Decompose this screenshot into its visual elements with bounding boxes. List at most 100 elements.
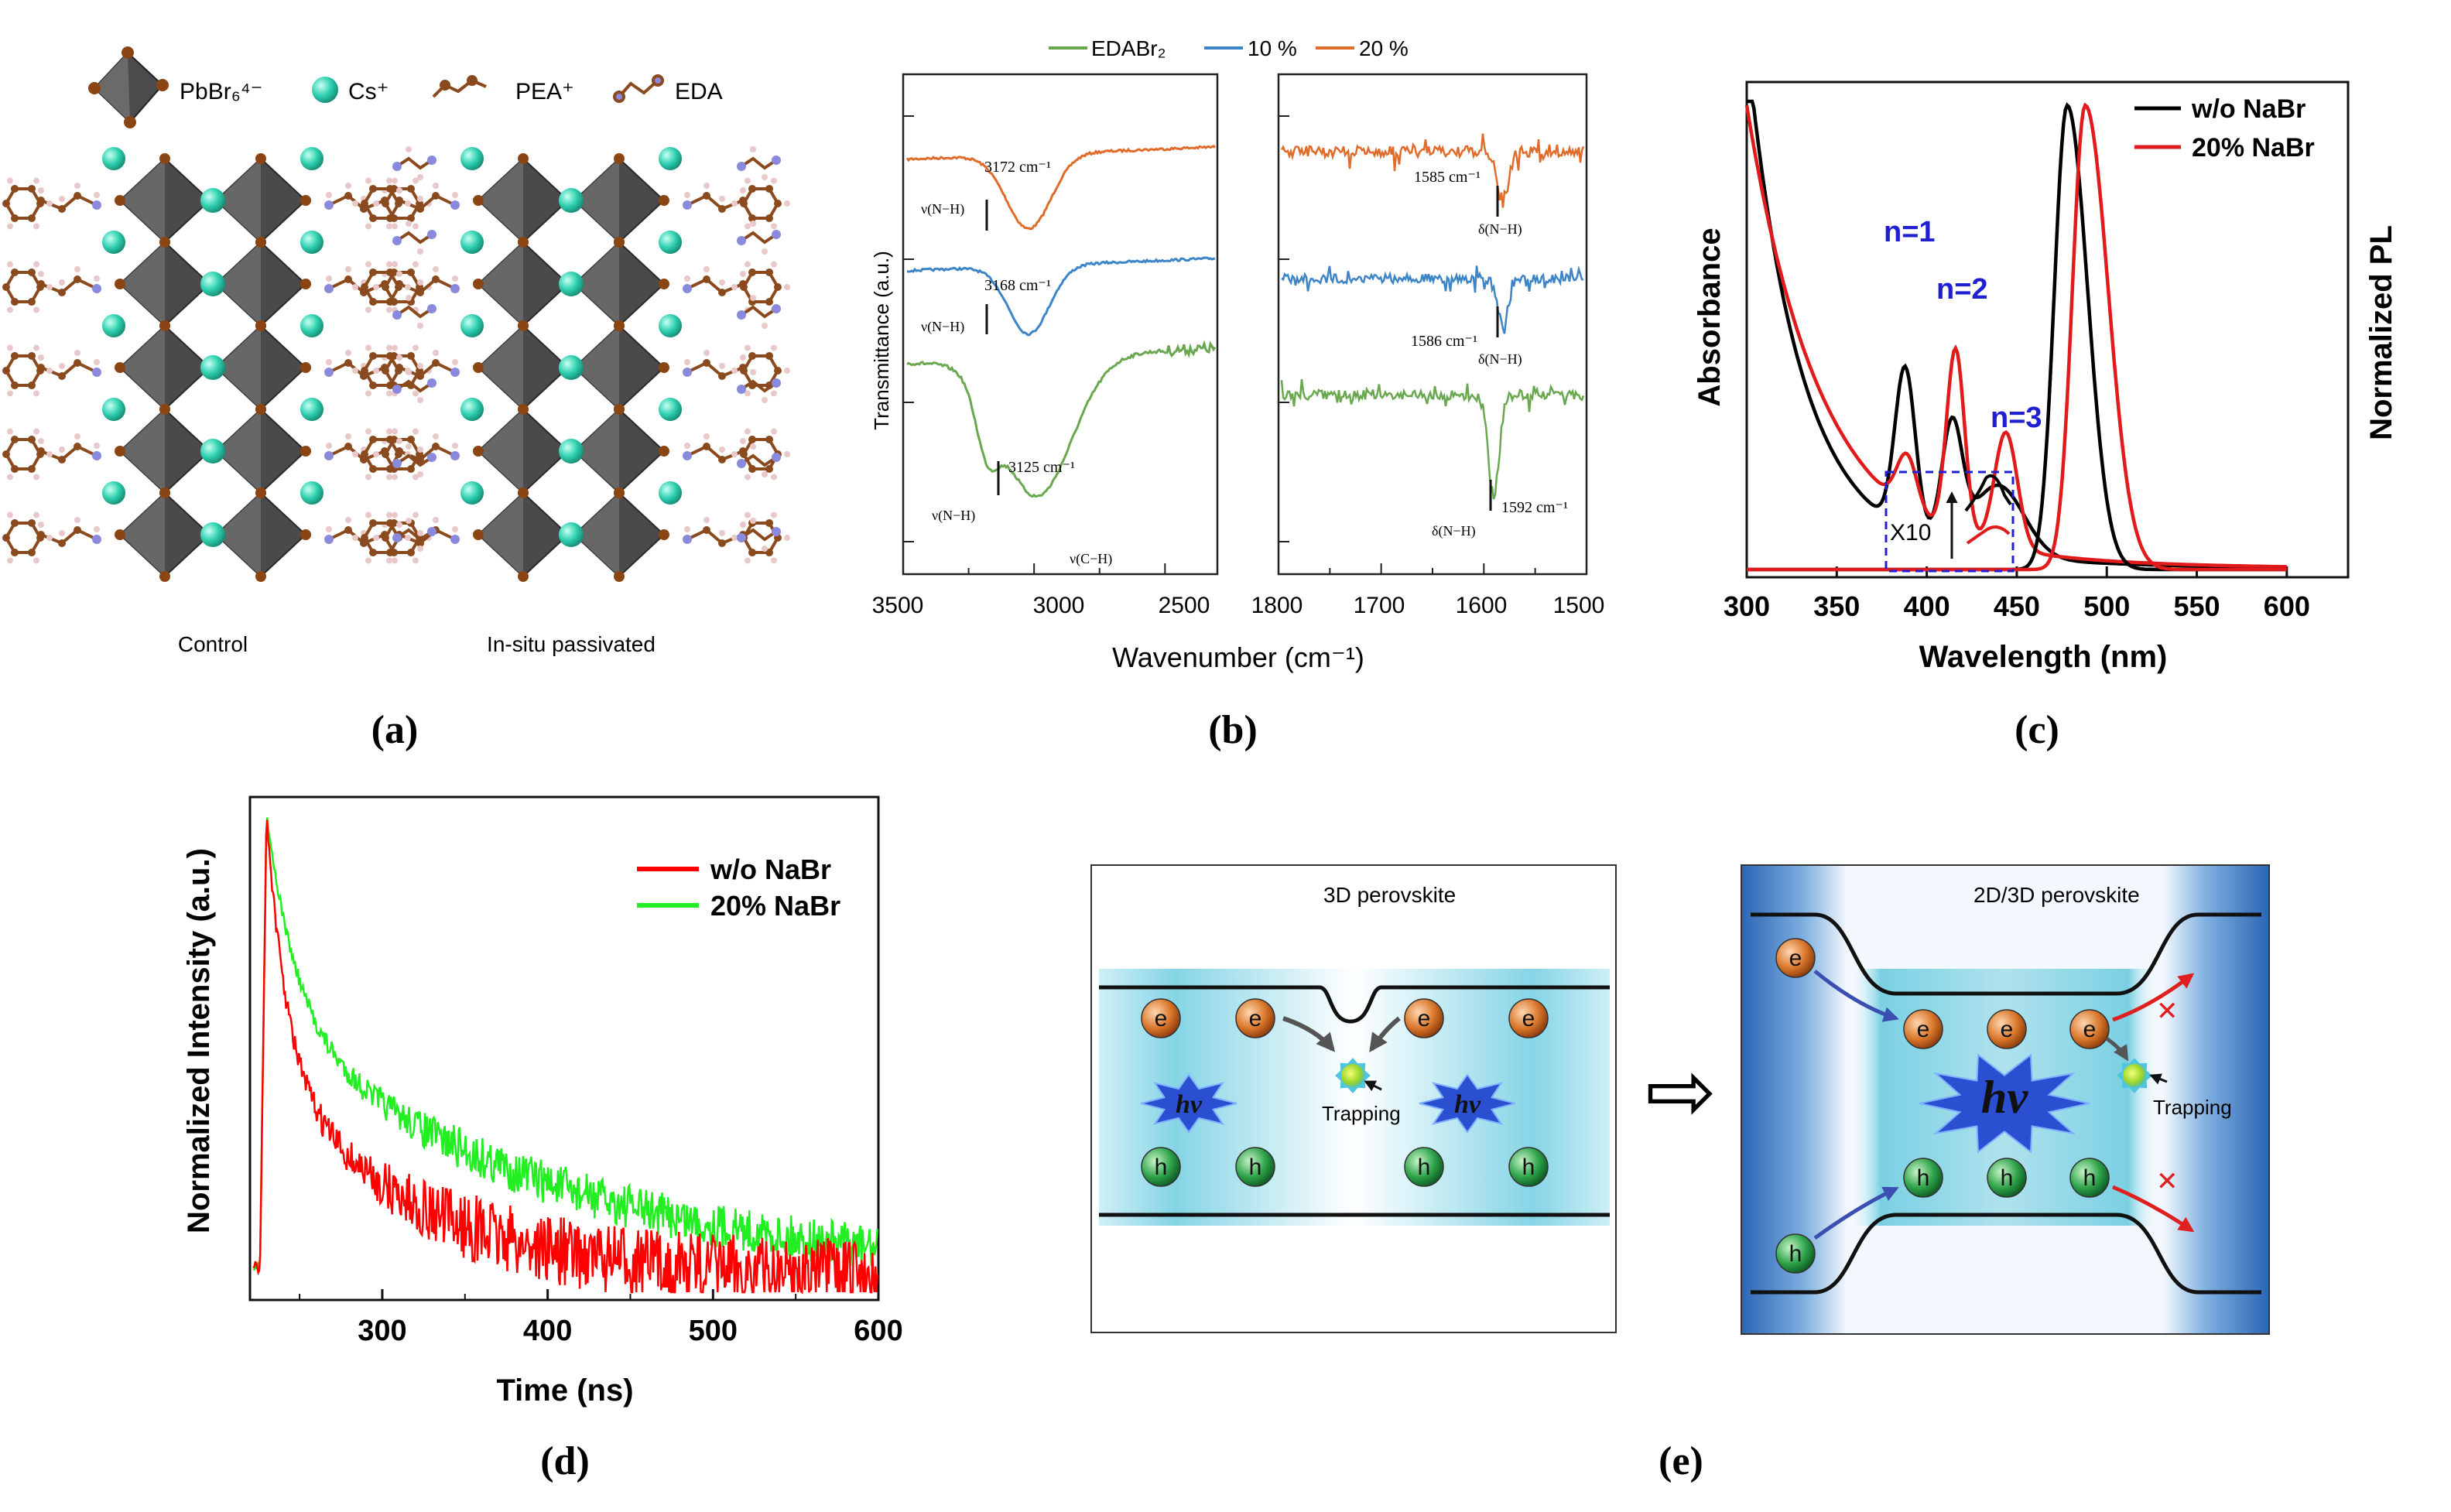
cs-atom: [659, 398, 682, 421]
cs-atom: [200, 355, 225, 380]
blocked-hole-arrow-icon: [2112, 1185, 2195, 1233]
br-atom: [159, 404, 170, 415]
electron-label: e: [1917, 1017, 1930, 1042]
conduction-band-2d3d: [1751, 912, 2261, 996]
electron-label: e: [2083, 1017, 2097, 1042]
hole-icon: h: [2069, 1158, 2110, 1198]
ftir-ticks: [902, 115, 1587, 574]
pea-molecule: [2, 177, 101, 230]
annot-delta-nh-2: δ(N−H): [1478, 351, 1522, 368]
transition-arrow-icon: ⇨: [1645, 1042, 1717, 1141]
cs-atom: [659, 314, 682, 337]
legend-eda-icon: [613, 74, 664, 103]
legend-20pct-label: 20 %: [1359, 36, 1409, 60]
ftir-frame-left: [902, 73, 1219, 576]
annot-3125: 3125 cm⁻¹: [1008, 459, 1075, 476]
br-atom: [473, 279, 484, 289]
electron-label: e: [1418, 1006, 1431, 1031]
hole-icon: h: [1775, 1233, 1816, 1274]
pl-y-axis-label: Normalized PL: [2364, 225, 2398, 440]
br-atom: [518, 320, 529, 331]
br-atom: [518, 571, 529, 582]
cross-electron-icon: ✕: [2156, 996, 2179, 1027]
cs-atom: [102, 481, 125, 505]
ftir-curve: [1280, 378, 1585, 500]
ftir-curves: [905, 133, 1585, 500]
cs-atom: [300, 231, 323, 254]
cs-atom: [659, 481, 682, 505]
abs-pl-curves: [1744, 99, 2287, 572]
abs-y-axis-label: Absorbance: [1693, 227, 1727, 406]
annot-nu-nh-3: ν(N−H): [932, 508, 975, 524]
octahedron: [473, 487, 573, 582]
cs-atom: [300, 314, 323, 337]
pea-molecule: [2, 511, 101, 564]
schematic-3d-carriers: e e e e h h h h hv hv Trapping: [1140, 998, 1549, 1187]
br-atom: [659, 195, 669, 206]
hole-label: h: [1917, 1165, 1930, 1191]
trpl-x-tick-labels: 300 400 500 600: [358, 1315, 902, 1347]
br-atom: [115, 279, 125, 289]
br-atom: [614, 320, 625, 331]
cs-atom: [659, 231, 682, 254]
trapping-label-2d3d: Trapping: [2153, 1096, 2232, 1119]
br-atom: [255, 404, 266, 415]
electron-icon: e: [1775, 938, 1816, 978]
pea-molecule: [324, 511, 432, 564]
legend-10pct-label: 10 %: [1248, 36, 1297, 60]
peak-label-n3: n=3: [1991, 402, 2042, 434]
electron-inject-arrow-icon: [1813, 970, 1899, 1022]
photon-label: hv: [1454, 1090, 1481, 1119]
trpl-curves: [252, 817, 878, 1295]
eda-molecule: [737, 518, 781, 552]
legend-eda-label: EDA: [675, 79, 723, 104]
trap-state-icon: [1335, 1058, 1371, 1093]
cs-atom: [200, 522, 225, 547]
ftir-tick-2500: 2500: [1159, 593, 1210, 618]
trap-arrow-icon: [1282, 1016, 1336, 1052]
hole-icon: h: [1903, 1158, 1943, 1198]
hole-icon: h: [1235, 1147, 1275, 1187]
legend-20-nabr-label-c: 20% NaBr: [2192, 133, 2315, 162]
octahedron: [473, 404, 573, 498]
inset-curve-red: [1966, 525, 2011, 545]
octahedron: [473, 153, 573, 248]
br-atom: [115, 362, 125, 373]
peak-label-n1: n=1: [1884, 216, 1936, 248]
hole-icon: h: [1508, 1147, 1549, 1187]
photon-burst-icon: hv: [1419, 1073, 1516, 1134]
electron-icon: e: [1508, 998, 1549, 1038]
br-atom: [115, 195, 125, 206]
conduction-band-3d: [1099, 985, 1610, 1024]
ftir-curve: [1280, 133, 1585, 208]
electron-icon: e: [1235, 998, 1275, 1038]
ftir-y-axis-label: Transmittance (a.u.): [870, 251, 893, 430]
ftir-tick-1700: 1700: [1354, 593, 1405, 618]
octahedron: [569, 404, 669, 498]
inset-box: [1884, 470, 2015, 573]
eda-molecule: [737, 146, 781, 180]
trpl-frame: [248, 795, 880, 1302]
label-in-situ-passivated: In-situ passivated: [487, 632, 656, 656]
valence-band-2d3d: [1751, 1213, 2261, 1295]
octahedron: [569, 320, 669, 415]
electron-icon: e: [1987, 1009, 2027, 1049]
ftir-tick-1600: 1600: [1456, 593, 1508, 618]
panel-label-e: (e): [1659, 1439, 1703, 1483]
br-atom: [473, 529, 484, 540]
pea-molecule: [683, 177, 790, 230]
blocked-electron-arrow-icon: [2112, 973, 2195, 1022]
octahedron: [569, 487, 669, 582]
br-atom: [518, 153, 529, 164]
annot-1586: 1586 cm⁻¹: [1411, 333, 1477, 350]
br-atom: [300, 195, 311, 206]
hole-label: h: [2083, 1165, 2097, 1191]
legend-wo-nabr-label-d: w/o NaBr: [710, 853, 831, 885]
br-atom: [300, 529, 311, 540]
ftir-x-axis-label: Wavenumber (cm⁻¹): [1112, 641, 1364, 673]
ftir-curve: [905, 144, 1217, 231]
br-atom: [159, 571, 170, 582]
cs-atom: [200, 439, 225, 464]
pea-molecule: [352, 428, 460, 481]
hole-icon: h: [1141, 1147, 1181, 1187]
